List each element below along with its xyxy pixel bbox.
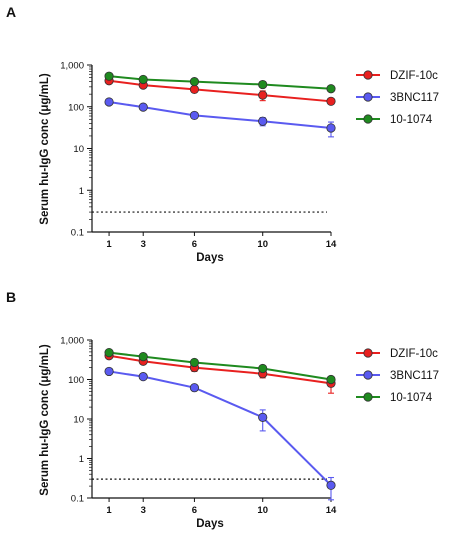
y-tick-label: 1,000 bbox=[60, 336, 84, 347]
x-tick-label: 14 bbox=[326, 505, 337, 516]
data-point bbox=[326, 96, 336, 106]
data-point bbox=[326, 374, 336, 385]
data-point bbox=[104, 71, 114, 81]
x-tick-label: 10 bbox=[257, 239, 268, 250]
data-point bbox=[326, 123, 336, 133]
data-point bbox=[189, 383, 200, 393]
panel-b: B Serum hu-IgG conc (μg/mL) Days 0.1 1 10 1… bbox=[6, 289, 439, 530]
data-point bbox=[138, 351, 148, 362]
panel-letter-a: A bbox=[6, 4, 16, 20]
data-point bbox=[258, 116, 268, 126]
legend-swatch-marker bbox=[363, 92, 373, 102]
legend-label: DZIF-10c bbox=[390, 70, 438, 82]
x-tick-label: 1 bbox=[106, 505, 112, 516]
data-point bbox=[326, 84, 336, 94]
data-point bbox=[258, 363, 268, 374]
x-tick-label: 6 bbox=[192, 505, 197, 516]
y-tick-label: 10 bbox=[73, 415, 84, 426]
legend-b: DZIF-10c 3BNC117 10-1074 bbox=[356, 348, 439, 404]
x-tick-label: 14 bbox=[326, 239, 337, 250]
data-point bbox=[189, 77, 200, 87]
data-point bbox=[104, 97, 114, 107]
y-axis-title-a: Serum hu-IgG conc (μg/mL) bbox=[39, 73, 51, 225]
legend-label: 3BNC117 bbox=[390, 370, 439, 382]
x-tick-label: 3 bbox=[141, 505, 146, 516]
panel-a: A Serum hu-IgG conc (μg/mL) Days 0.1 1 10 1… bbox=[6, 4, 439, 264]
data-point bbox=[104, 366, 114, 377]
legend-swatch-marker bbox=[363, 370, 373, 380]
y-axis-title-b: Serum hu-IgG conc (μg/mL) bbox=[39, 344, 51, 496]
y-tick-label: 100 bbox=[68, 102, 84, 113]
x-tick-label: 6 bbox=[192, 239, 197, 250]
plot-area-b: 0.1 1 10 100 1,000 1 3 6 10 14 bbox=[60, 336, 337, 517]
data-point bbox=[326, 480, 336, 490]
data-point bbox=[189, 110, 200, 121]
data-point bbox=[189, 84, 200, 95]
series-line bbox=[108, 370, 332, 486]
y-tick-label: 0.1 bbox=[71, 494, 84, 505]
legend-label: 3BNC117 bbox=[390, 92, 439, 104]
y-tick-label: 100 bbox=[68, 375, 84, 386]
x-tick-label: 10 bbox=[257, 505, 268, 516]
plot-area-a: 0.1 1 10 100 1,000 1 3 6 10 14 bbox=[60, 61, 337, 251]
legend-label: DZIF-10c bbox=[390, 348, 438, 360]
legend-label: 10-1074 bbox=[390, 114, 433, 126]
data-point bbox=[258, 90, 268, 100]
data-point bbox=[138, 102, 148, 112]
y-tick-label: 0.1 bbox=[71, 228, 84, 239]
legend-swatch-marker bbox=[363, 348, 373, 358]
x-axis-title-a: Days bbox=[196, 252, 224, 264]
y-tick-label: 10 bbox=[73, 144, 84, 155]
data-point bbox=[258, 79, 268, 90]
panel-letter-b: B bbox=[6, 289, 16, 305]
legend-label: 10-1074 bbox=[390, 392, 433, 404]
legend-a: DZIF-10c 3BNC117 10-1074 bbox=[356, 70, 439, 126]
y-tick-label: 1 bbox=[79, 454, 84, 465]
x-tick-label: 1 bbox=[106, 239, 112, 250]
data-point bbox=[189, 357, 200, 368]
data-point bbox=[258, 412, 268, 422]
data-point bbox=[138, 74, 148, 85]
x-axis-title-b: Days bbox=[196, 518, 224, 530]
x-tick-label: 3 bbox=[141, 239, 146, 250]
data-point bbox=[104, 347, 114, 358]
legend-swatch-marker bbox=[363, 114, 373, 124]
data-point bbox=[138, 372, 148, 382]
y-tick-label: 1,000 bbox=[60, 61, 84, 72]
legend-swatch-marker bbox=[363, 70, 373, 80]
legend-swatch-marker bbox=[363, 392, 373, 402]
y-tick-label: 1 bbox=[79, 186, 84, 197]
